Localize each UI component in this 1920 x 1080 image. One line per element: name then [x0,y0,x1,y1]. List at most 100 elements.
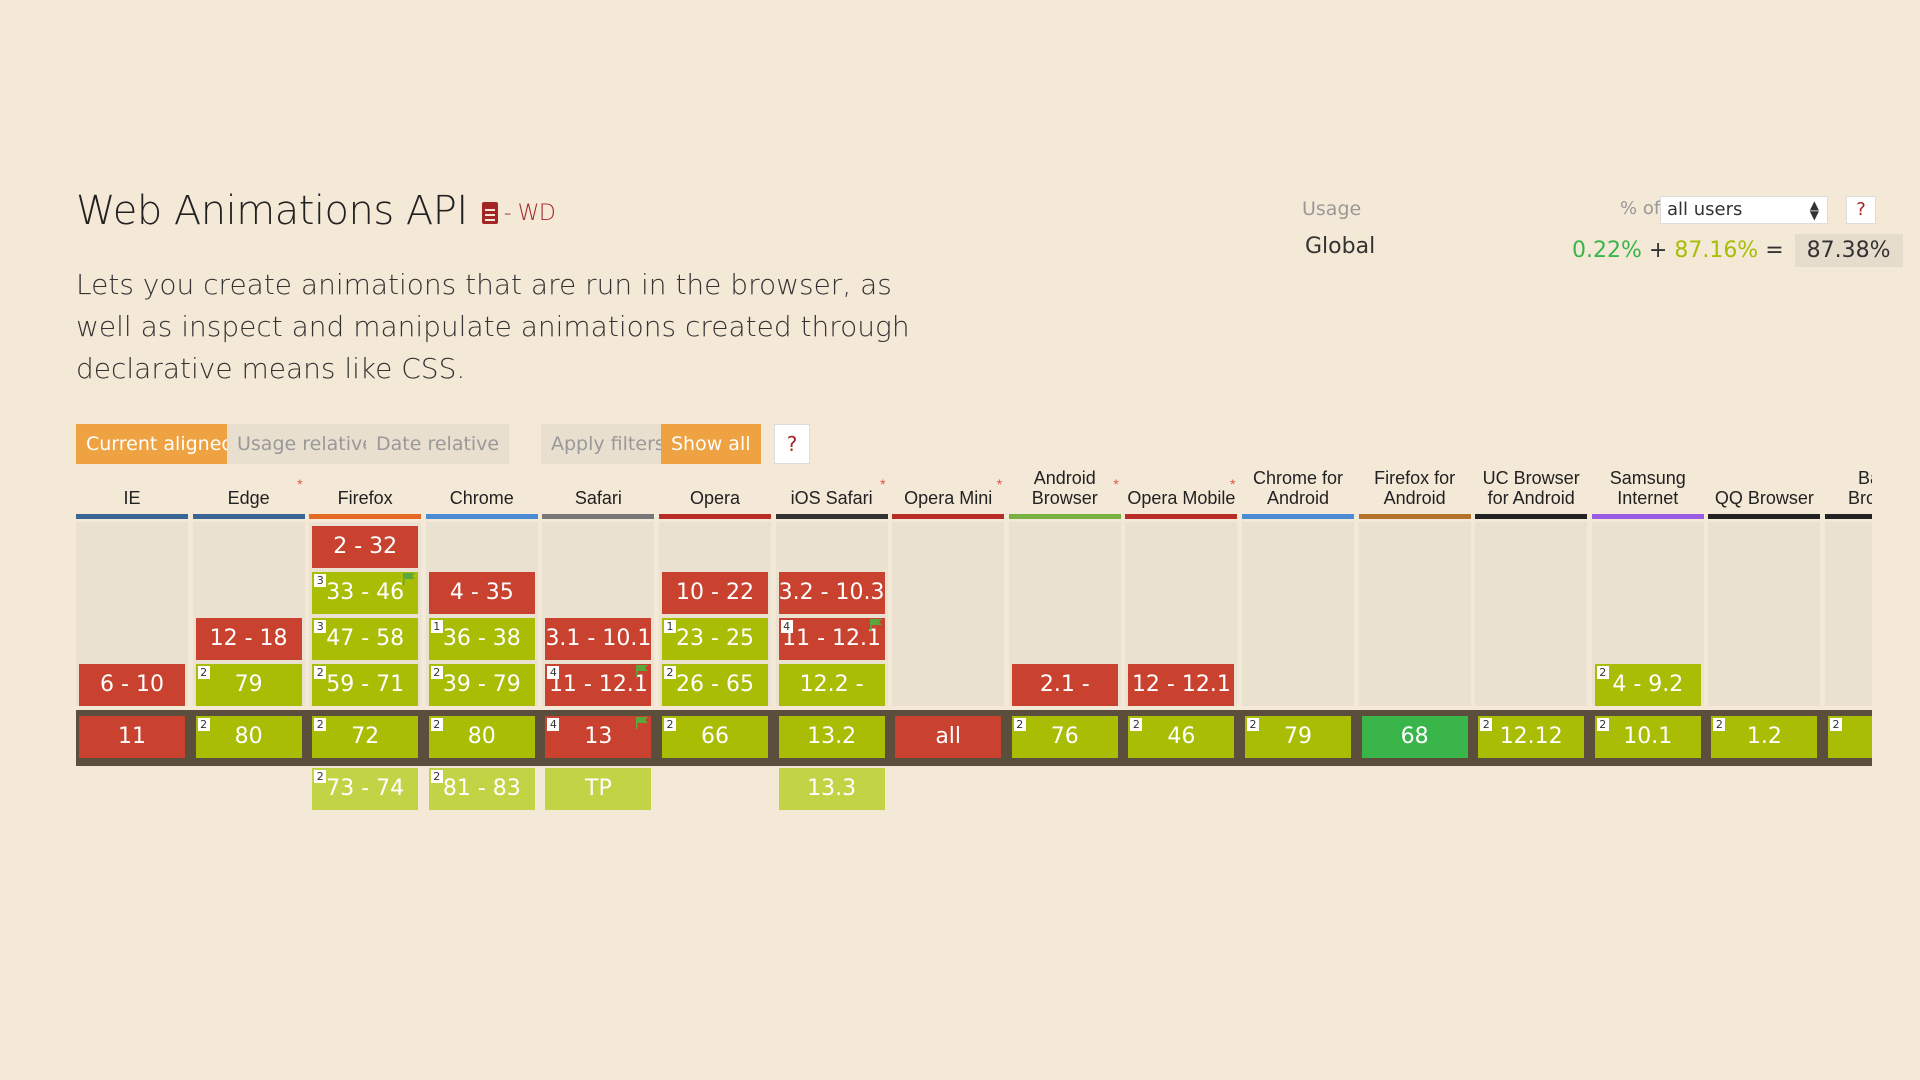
current-version-cell[interactable]: 2 80 [195,716,302,758]
past-version-cell[interactable]: 12.2 - 13.1 [778,664,885,739]
usage-help-button[interactable]: ? [1846,196,1876,224]
version-label: 1.2 [1746,724,1782,749]
current-version-cell[interactable]: 11 [79,716,185,758]
future-version-cell[interactable]: TP [545,768,652,810]
total-support-percent: 87.38% [1794,234,1903,267]
current-version-cell[interactable]: 2 66 [662,716,768,758]
support-table: IE 6 - 10 11 Edge * 12 - 18 2 79 2 80 Firefox 2 - 3… [76,470,1872,820]
browser-header[interactable]: QQ Browser [1708,470,1820,516]
browser-header[interactable]: iOS Safari * [776,470,888,516]
version-label: 11 - 12.1 [548,672,648,697]
browser-color-bar [76,514,188,519]
future-version-cell[interactable]: 2 81 - 83 [428,768,535,810]
note-badge: 2 [197,666,210,679]
current-version-cell[interactable]: 68 [1361,716,1468,758]
current-version-cell[interactable]: 13.2 [778,716,885,758]
feature-title: Web Animations API - WD [76,188,556,234]
browser-color-bar [1125,514,1238,519]
document-icon[interactable] [481,202,498,224]
filters-help-button[interactable]: ? [774,424,810,464]
flag-icon [403,573,416,585]
browser-header[interactable]: Samsung Internet [1592,470,1704,516]
browser-name: Samsung Internet [1609,470,1686,508]
past-version-cell[interactable]: 1 36 - 38 [428,618,535,660]
browser-header[interactable]: Firefox [309,470,421,516]
usage-summary: 0.22% + 87.16% = 87.38% [1572,234,1903,267]
past-version-cell[interactable]: 3 33 - 46 [312,572,419,614]
past-version-cell[interactable]: 3 47 - 58 [312,618,419,660]
feature-title-text: Web Animations API [76,188,468,234]
asterisk-icon: * [996,476,1003,492]
current-version-cell[interactable]: 2 80 [428,716,535,758]
past-version-cell[interactable]: 3.1 - 10.1 [545,618,652,660]
past-version-cell[interactable]: 2 - 32 [312,526,419,568]
users-select-value: all users [1667,199,1743,220]
spec-status[interactable]: - WD [503,200,556,226]
future-version-cell[interactable]: 2 73 - 74 [312,768,419,810]
current-version-cell[interactable]: 2 12.12 [1478,716,1585,758]
current-version-cell[interactable]: 4 13 [545,716,652,758]
usage-relative-button[interactable]: Usage relative [227,424,384,464]
browser-color-bar [309,514,422,519]
past-version-cell[interactable]: 2.1 - 4.4.4 [1011,664,1118,739]
past-version-cell[interactable]: 4 11 - 12.1 [778,618,885,660]
date-relative-button[interactable]: Date relative [366,424,510,464]
current-version-cell[interactable]: 2 72 [312,716,419,758]
apply-filters-button[interactable]: Apply filters [541,424,675,464]
browser-header[interactable]: Chrome [426,470,538,516]
past-version-cell[interactable]: 10 - 22 [662,572,768,614]
past-version-cell[interactable]: 2 26 - 65 [662,664,768,706]
browser-name: Safari [574,488,622,508]
past-version-cell[interactable]: 2 39 - 79 [428,664,535,706]
past-version-cell[interactable]: 4 - 35 [428,572,535,614]
past-version-cell[interactable]: 12 - 12.1 [1128,664,1235,706]
browser-header[interactable]: UC Browser for Android [1475,470,1587,516]
past-version-cell[interactable]: 12 - 18 [195,618,302,660]
current-version-cell[interactable]: all [895,716,1002,758]
usage-label: Usage [1302,198,1362,220]
current-aligned-button[interactable]: Current aligned [76,424,244,464]
past-version-cell[interactable]: 6 - 10 [79,664,185,706]
browser-name: Edge [227,488,270,508]
version-label: 11 - 12.1 [782,626,882,651]
browser-header[interactable]: Firefox for Android [1359,470,1471,516]
browser-name: Opera Mini [904,488,993,508]
flag-icon [636,665,649,677]
current-version-cell[interactable]: 2 76 [1011,716,1118,758]
future-version-cell[interactable]: 13.3 [778,768,885,810]
version-label: 12 - 12.1 [1131,672,1231,697]
browser-header[interactable]: Edge * [193,470,305,516]
users-select[interactable]: all users ▲ ▼ [1660,196,1828,224]
current-version-cell[interactable]: 2 10.1 [1594,716,1701,758]
note-badge: 4 [780,620,793,633]
browser-name: Firefox for Android [1374,470,1456,508]
browser-header[interactable]: Opera Mini * [892,470,1004,516]
browser-header[interactable]: Android Browser * [1009,470,1121,516]
browser-header[interactable]: IE [76,470,188,516]
browser-name: IE [123,488,141,508]
version-label: 80 [234,724,263,749]
browser-name: Android Browser [1031,470,1098,508]
current-version-cell[interactable]: 2 46 [1128,716,1235,758]
past-version-cell[interactable]: 4 11 - 12.1 [545,664,652,706]
browser-header[interactable]: Chrome for Android [1242,470,1354,516]
browser-header[interactable]: Safari [542,470,654,516]
show-all-button[interactable]: Show all [661,424,761,464]
current-version-cell[interactable]: 2 1.2 [1711,716,1818,758]
current-version-cell[interactable]: 27 [1828,716,1872,758]
past-versions-area [1475,522,1588,706]
partial-support-percent: 87.16% [1674,238,1759,263]
browser-header[interactable]: Baidu Browser [1825,470,1872,516]
past-version-cell[interactable]: 2 79 [195,664,302,706]
past-version-cell[interactable]: 2 59 - 71 [312,664,419,706]
version-label: 66 [701,724,729,749]
version-label: 4 - 9.2 [1612,672,1684,697]
current-version-cell[interactable]: 2 79 [1245,716,1351,758]
browser-header[interactable]: Opera [659,470,771,516]
browser-name: Firefox [337,488,393,508]
browser-header[interactable]: Opera Mobile * [1125,470,1237,516]
past-version-cell[interactable]: 1 23 - 25 [662,618,768,660]
past-version-cell[interactable]: 3.2 - 10.3 [778,572,885,614]
version-label: 36 - 38 [442,626,521,651]
